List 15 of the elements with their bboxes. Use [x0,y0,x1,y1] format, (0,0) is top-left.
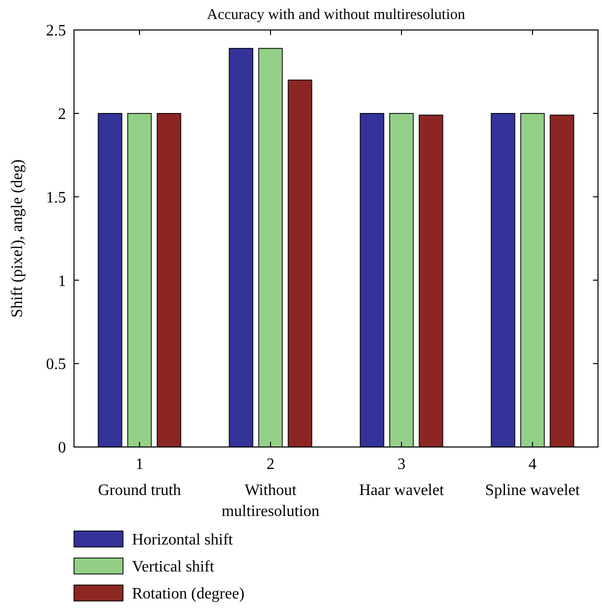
y-axis-title: Shift (pixel), angle (deg) [9,159,26,318]
y-tick-label: 2.5 [46,22,66,40]
x-tick-label: 3 Haar wavelet [359,456,444,499]
x-tick-label: 4 Spline wavelet [485,456,580,499]
legend-label: Horizontal shift [132,532,234,549]
y-tick-label: 1 [58,272,66,290]
legend-label: Vertical shift [132,558,215,576]
y-tick-label: 0.5 [46,356,66,374]
y-tick-label: 1.5 [46,189,66,206]
x-tick-label: 1 Ground truth [98,456,182,499]
legend-label: Rotation (degree) [132,586,244,603]
x-tick-label: 2 Without multiresolution [222,456,320,520]
chart-title: Accuracy with and without multiresolution [206,7,466,23]
y-tick-label: 2 [58,106,66,123]
y-tick-label: 0 [58,440,66,457]
